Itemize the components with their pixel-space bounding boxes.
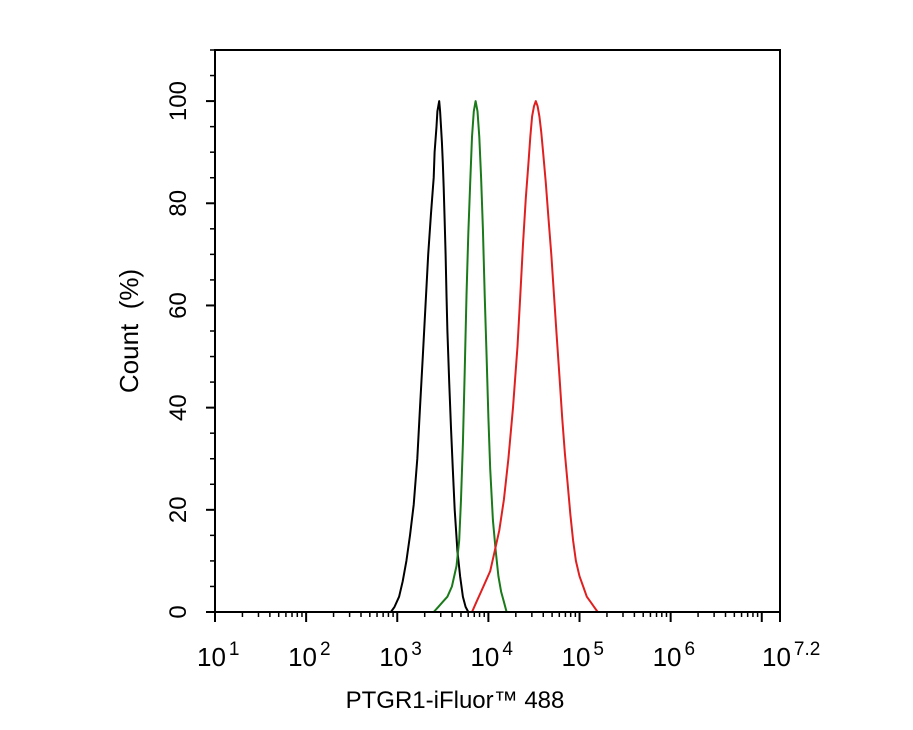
- y-axis-title: Count (%): [114, 269, 144, 393]
- y-axis-ticks: [206, 49, 215, 613]
- x-tick-label: 10 3: [379, 639, 422, 672]
- series-line-3: [471, 100, 599, 613]
- y-tick-label: 100: [165, 81, 192, 121]
- y-tick-label: 80: [165, 190, 192, 217]
- x-tick-label: 10 2: [288, 639, 331, 672]
- x-axis-ticks: [214, 612, 781, 622]
- x-tick-label: 10 6: [653, 639, 696, 672]
- x-axis-tick-labels: 10 1 10 2 10 3 10 4 10 5 10 6 10 7.2: [197, 639, 820, 672]
- y-tick-label: 40: [165, 394, 192, 421]
- x-tick-label: 10 7.2: [762, 639, 820, 672]
- x-tick-label: 10 5: [562, 639, 605, 672]
- x-axis-title: PTGR1-iFluor™ 488: [346, 687, 565, 714]
- series-line-1: [390, 100, 470, 613]
- y-tick-label: 20: [165, 496, 192, 523]
- histogram-curves: [390, 100, 599, 613]
- plot-frame: [214, 49, 781, 613]
- series-line-2: [432, 100, 508, 613]
- y-tick-label: 0: [165, 605, 192, 618]
- y-axis-tick-labels: 0 20 40 60 80 100: [165, 81, 192, 619]
- x-tick-label: 10 1: [197, 639, 240, 672]
- y-tick-label: 60: [165, 292, 192, 319]
- x-tick-label: 10 4: [470, 639, 513, 672]
